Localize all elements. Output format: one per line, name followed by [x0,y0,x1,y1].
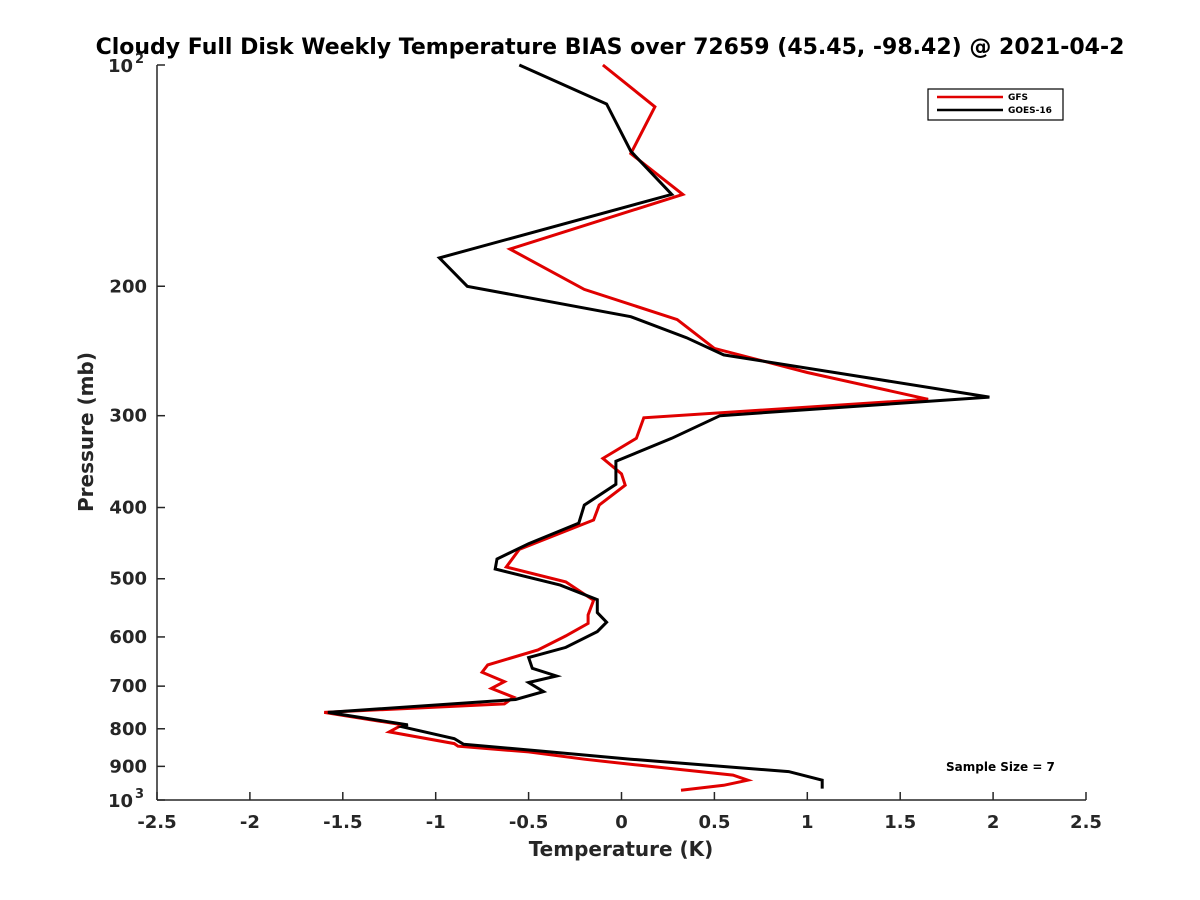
y-tick-label: 300 [109,406,147,427]
x-tick-label: -1 [426,812,446,833]
chart-title: Cloudy Full Disk Weekly Temperature BIAS… [96,35,1125,60]
x-tick-label: -0.5 [509,812,548,833]
y-tick-label: 700 [109,676,147,697]
series-line-goes16 [327,63,990,789]
legend: GFS GOES-16 [927,88,1064,121]
y-tick-label: 500 [109,569,147,590]
legend-label-gfs: GFS [1008,93,1028,103]
y-tick-label: 900 [109,756,147,777]
sample-size-annotation: Sample Size = 7 [946,760,1055,774]
x-tick-label: 1 [801,812,814,833]
series-line-gfs [323,63,929,792]
series-layer [323,63,990,792]
y-tick-exponent: 2 [135,52,144,67]
y-axis-label: Pressure (mb) [74,352,98,512]
x-tick-label: -1.5 [323,812,362,833]
x-tick-label: 2 [987,812,1000,833]
legend-box [927,88,1064,121]
x-axis-label: Temperature (K) [529,837,714,861]
y-tick-label: 10 [108,56,133,77]
x-tick-label: 0 [615,812,628,833]
x-ticks: -2.5 -2 -1.5 -1 -0.5 0 0.5 1 1.5 2 2.5 [137,792,1102,833]
y-tick-label: 400 [109,498,147,519]
y-tick-exponent: 3 [135,787,144,802]
y-tick-label: 10 [108,791,133,812]
y-tick-label: 200 [109,276,147,297]
x-tick-label: -2 [240,812,260,833]
y-tick-label: 800 [109,719,147,740]
x-tick-label: -2.5 [137,812,176,833]
x-tick-label: 1.5 [884,812,916,833]
x-tick-label: 0.5 [698,812,730,833]
y-tick-label: 600 [109,627,147,648]
x-tick-label: 2.5 [1070,812,1102,833]
legend-label-goes16: GOES-16 [1008,106,1052,116]
